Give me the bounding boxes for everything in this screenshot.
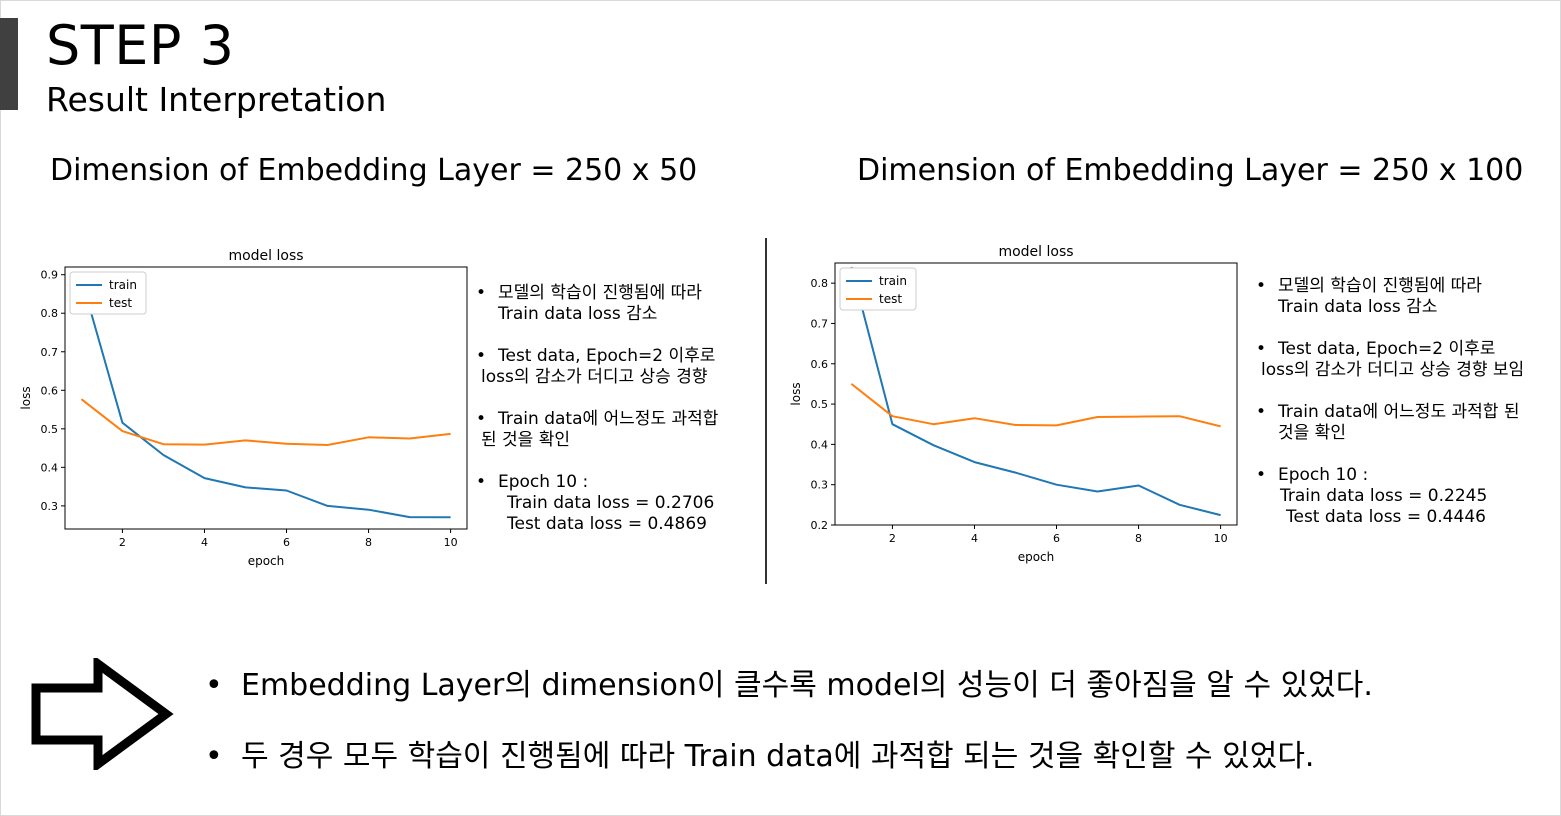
series-line-test bbox=[850, 383, 1221, 428]
plot-area bbox=[834, 262, 1238, 526]
note-item: Train data에 어느정도 과적합 된 것을 확인 bbox=[476, 409, 718, 451]
note-item: Epoch 10 : Train data loss = 0.2706 Test… bbox=[476, 472, 718, 535]
bullet: • bbox=[205, 668, 223, 703]
y-tick-label: 0.7 bbox=[811, 317, 829, 330]
panel-2-notes: 모델의 학습이 진행됨에 따라 Train data loss 감소 Test … bbox=[1256, 276, 1524, 549]
note-line: 모델의 학습이 진행됨에 따라 bbox=[1278, 276, 1482, 296]
plot-area bbox=[64, 266, 468, 530]
series-line-train bbox=[850, 266, 1221, 517]
x-tick-label: 6 bbox=[1053, 532, 1060, 545]
series-line-train bbox=[80, 278, 451, 519]
conclusion-1: • Embedding Layer의 dimension이 클수록 model의 … bbox=[205, 660, 1373, 704]
note-item: Test data, Epoch=2 이후로 loss의 감소가 더디고 상승 … bbox=[1256, 339, 1524, 381]
y-tick-label: 0.8 bbox=[811, 277, 829, 290]
x-tick-label: 10 bbox=[1214, 532, 1228, 545]
conclusion-text: Embedding Layer의 dimension이 클수록 model의 성… bbox=[241, 668, 1373, 703]
x-tick-label: 6 bbox=[283, 536, 290, 549]
y-tick-label: 0.4 bbox=[811, 438, 829, 451]
series-line-test bbox=[80, 398, 451, 446]
x-tick-label: 4 bbox=[201, 536, 208, 549]
note-item: Epoch 10 : Train data loss = 0.2245 Test… bbox=[1256, 465, 1524, 528]
note-line: Train data loss 감소 bbox=[1278, 297, 1438, 317]
note-line: Train data에 어느정도 과적합 bbox=[498, 409, 719, 429]
legend-label: train bbox=[879, 274, 907, 288]
y-tick-label: 0.5 bbox=[811, 398, 829, 411]
conclusion-2: • 두 경우 모두 학습이 진행됨에 따라 Train data에 과적합 되는 … bbox=[205, 731, 1314, 775]
legend-label: test bbox=[879, 292, 902, 306]
note-line: loss의 감소가 더디고 상승 경향 bbox=[481, 367, 708, 387]
y-tick-label: 0.4 bbox=[41, 461, 59, 474]
note-line: 모델의 학습이 진행됨에 따라 bbox=[498, 283, 702, 303]
note-line: Train data loss = 0.2706 bbox=[507, 493, 715, 513]
step-subtitle: Result Interpretation bbox=[46, 80, 387, 119]
note-line: Train data loss = 0.2245 bbox=[1280, 486, 1488, 506]
note-line: Epoch 10 : bbox=[1278, 465, 1369, 485]
note-line: Train data loss 감소 bbox=[498, 304, 658, 324]
y-tick-label: 0.9 bbox=[41, 269, 59, 282]
x-tick-label: 4 bbox=[971, 532, 978, 545]
conclusion-text: 두 경우 모두 학습이 진행됨에 따라 Train data에 과적합 되는 것… bbox=[241, 739, 1315, 774]
y-tick-label: 0.6 bbox=[811, 358, 829, 371]
legend-label: test bbox=[109, 296, 132, 310]
x-axis-label: epoch bbox=[1018, 550, 1055, 564]
note-line: Test data loss = 0.4869 bbox=[507, 514, 707, 534]
note-item: 모델의 학습이 진행됨에 따라 Train data loss 감소 bbox=[1256, 276, 1524, 318]
y-tick-label: 0.2 bbox=[811, 519, 829, 532]
x-tick-label: 10 bbox=[444, 536, 458, 549]
y-tick-label: 0.8 bbox=[41, 307, 59, 320]
y-axis-label: loss bbox=[19, 386, 33, 409]
note-line: loss의 감소가 더디고 상승 경향 보임 bbox=[1261, 360, 1525, 380]
panel-1-heading: Dimension of Embedding Layer = 250 x 50 bbox=[50, 153, 698, 188]
x-tick-label: 8 bbox=[365, 536, 372, 549]
note-line: Test data, Epoch=2 이후로 bbox=[1278, 339, 1496, 359]
note-item: 모델의 학습이 진행됨에 따라 Train data loss 감소 bbox=[476, 283, 718, 325]
chart-title: model loss bbox=[998, 244, 1073, 260]
y-tick-label: 0.3 bbox=[41, 500, 59, 513]
note-line: 된 것을 확인 bbox=[481, 430, 571, 450]
note-item: Test data, Epoch=2 이후로 loss의 감소가 더디고 상승 … bbox=[476, 346, 718, 388]
note-line: Epoch 10 : bbox=[498, 472, 589, 492]
panel-divider bbox=[765, 238, 767, 584]
note-line: Test data loss = 0.4446 bbox=[1286, 507, 1486, 527]
y-axis-label: loss bbox=[789, 382, 803, 405]
note-line: Train data에 어느정도 과적합 된 bbox=[1278, 402, 1520, 422]
note-line: Test data, Epoch=2 이후로 bbox=[498, 346, 716, 366]
y-tick-label: 0.6 bbox=[41, 384, 59, 397]
loss-chart-250x100: model loss 2 4 6 8 10 0.2 0.3 0.4 0.5 0.6 0.7 0.8 epo… bbox=[789, 244, 1238, 564]
y-tick-label: 0.5 bbox=[41, 423, 59, 436]
right-arrow-icon bbox=[31, 658, 174, 770]
panel-2-heading: Dimension of Embedding Layer = 250 x 100 bbox=[857, 153, 1524, 188]
loss-chart-250x50: model loss 2 4 6 8 10 0.3 0.4 0.5 0.6 0.7 0.8 0.9 epo… bbox=[19, 248, 468, 568]
legend-label: train bbox=[109, 278, 137, 292]
y-tick-label: 0.3 bbox=[811, 479, 829, 492]
chart-title: model loss bbox=[228, 248, 303, 264]
x-tick-label: 2 bbox=[119, 536, 126, 549]
title-accent-bar bbox=[0, 18, 18, 110]
note-line: 것을 확인 bbox=[1278, 423, 1346, 443]
bullet: • bbox=[205, 739, 223, 774]
x-tick-label: 8 bbox=[1135, 532, 1142, 545]
x-tick-label: 2 bbox=[889, 532, 896, 545]
x-axis-label: epoch bbox=[248, 554, 285, 568]
y-tick-label: 0.7 bbox=[41, 346, 59, 359]
note-item: Train data에 어느정도 과적합 된 것을 확인 bbox=[1256, 402, 1524, 444]
step-title: STEP 3 bbox=[46, 14, 235, 77]
panel-1-notes: 모델의 학습이 진행됨에 따라 Train data loss 감소 Test … bbox=[476, 283, 718, 556]
